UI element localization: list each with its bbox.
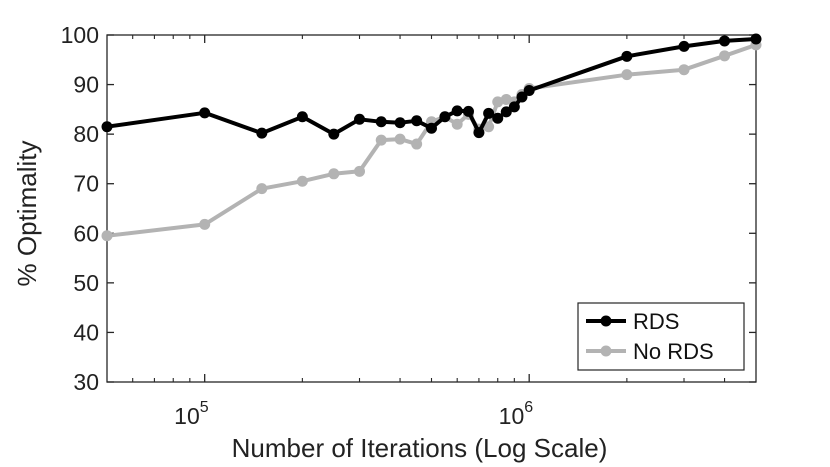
x-tick-base: 10 [174, 403, 200, 429]
y-tick-label: 80 [73, 121, 99, 147]
data-point-no-rds [678, 64, 690, 76]
data-point-no-rds [199, 218, 211, 230]
x-tick-label: 105 [174, 399, 209, 429]
data-point-rds [508, 101, 520, 113]
legend-box [577, 302, 745, 371]
data-point-no-rds [411, 138, 423, 150]
data-point-rds [678, 40, 690, 52]
data-point-rds [523, 85, 535, 97]
x-tick-base: 10 [499, 403, 525, 429]
legend-label: No RDS [633, 339, 714, 364]
data-point-no-rds [354, 165, 366, 177]
y-tick-label: 70 [73, 171, 99, 197]
data-point-rds [256, 127, 268, 139]
x-axis-label: Number of Iterations (Log Scale) [232, 433, 608, 463]
y-tick-label: 30 [73, 369, 99, 395]
y-axis-label: % Optimality [12, 141, 42, 287]
y-tick-label: 100 [61, 22, 99, 48]
x-tick-label: 106 [499, 399, 534, 429]
data-point-no-rds [394, 133, 406, 145]
data-point-no-rds [719, 50, 731, 62]
y-tick-label: 60 [73, 220, 99, 246]
legend-marker [600, 315, 612, 327]
data-point-rds [621, 50, 633, 62]
data-point-no-rds [256, 183, 268, 195]
data-point-no-rds [101, 230, 113, 242]
data-point-rds [101, 121, 113, 133]
y-tick-label: 40 [73, 319, 99, 345]
data-point-no-rds [451, 118, 463, 130]
data-point-rds [462, 105, 474, 117]
data-point-rds [750, 33, 762, 45]
series-layer [101, 33, 762, 242]
data-point-rds [500, 106, 512, 118]
data-point-rds [296, 111, 308, 123]
data-point-rds [426, 122, 437, 134]
data-point-no-rds [375, 134, 387, 146]
data-point-rds [394, 117, 406, 129]
data-point-rds [375, 116, 387, 128]
data-point-rds [354, 113, 366, 125]
data-point-no-rds [296, 175, 308, 187]
data-point-rds [492, 112, 504, 124]
data-point-no-rds [483, 121, 495, 133]
data-point-rds [451, 105, 463, 117]
data-point-rds [199, 107, 211, 119]
data-point-rds [411, 115, 423, 127]
y-tick-label: 50 [73, 270, 99, 296]
data-point-rds [483, 107, 495, 119]
data-point-rds [719, 35, 731, 47]
data-point-no-rds [492, 96, 504, 108]
legend-label: RDS [633, 309, 679, 334]
data-point-rds [328, 128, 340, 140]
data-point-rds [473, 127, 485, 139]
data-point-no-rds [621, 69, 633, 81]
data-point-no-rds [328, 168, 340, 180]
x-tick-exponent: 6 [524, 399, 533, 416]
series-line-rds [105, 37, 758, 137]
data-point-rds [516, 91, 528, 103]
y-tick-label: 90 [73, 72, 99, 98]
data-point-rds [439, 111, 451, 123]
legend-marker [600, 345, 612, 357]
legend: RDS No RDS [577, 302, 745, 371]
x-tick-exponent: 5 [200, 399, 209, 416]
series-line-no-rds [105, 42, 758, 238]
